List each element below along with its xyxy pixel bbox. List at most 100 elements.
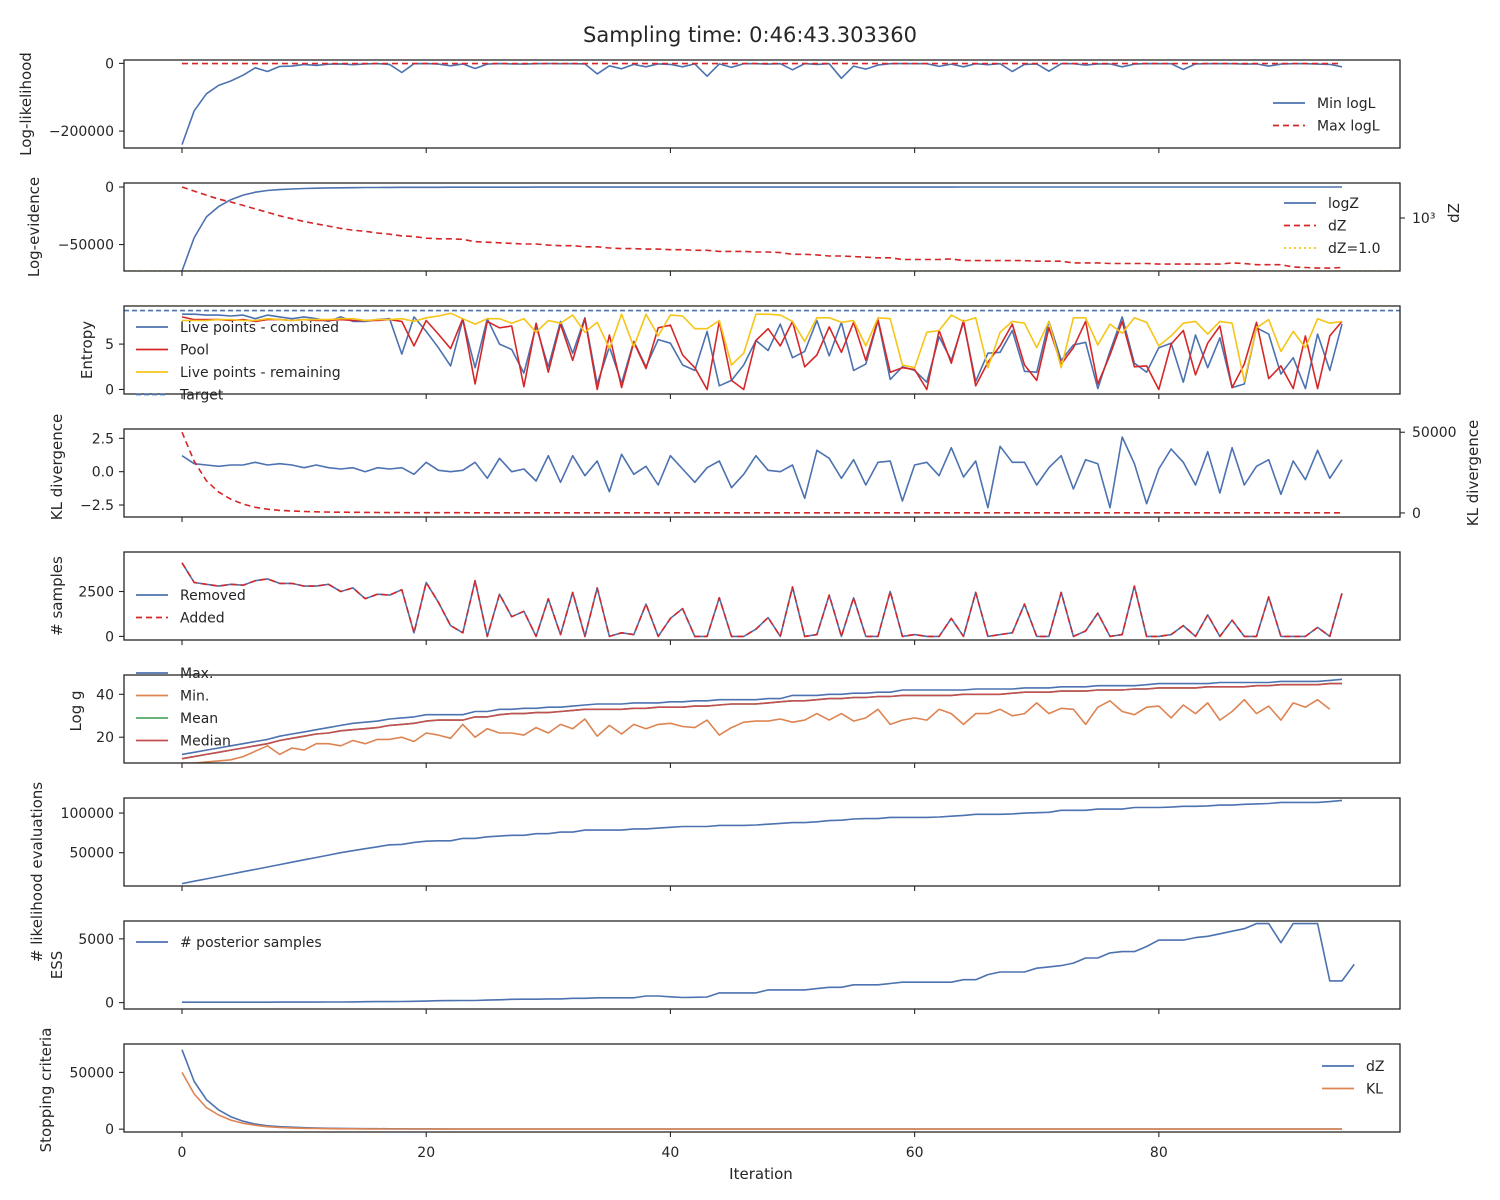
panel-frame: [123, 920, 1401, 1010]
legend-label: Max.: [180, 666, 213, 682]
series-line-kl-right-: [181, 431, 1342, 514]
figure-title: Sampling time: 0:46:43.303360: [583, 23, 917, 47]
y-tick-label: 40: [96, 687, 114, 703]
series-line-max-: [181, 678, 1343, 756]
x-tick-label: 80: [1150, 1145, 1168, 1161]
legend-label: dZ: [1366, 1059, 1384, 1075]
panel-2: 0 −50000 10³ Log-evidence dZ logZ dZ dZ=1.0: [25, 177, 1463, 277]
panel-9: 50000 0 Stopping criteria dZ KL: [37, 1028, 1401, 1153]
y-axis-label-right: dZ: [1445, 203, 1463, 223]
series-line-pool: [181, 316, 1343, 391]
panel-series-group: [181, 799, 1343, 885]
legend: dZ KL: [1322, 1059, 1384, 1098]
panel-frame: [123, 305, 1401, 395]
y-axis-label: # samples: [48, 556, 66, 636]
y-axis-label: KL divergence: [48, 414, 66, 520]
series-line-live-points-remaining: [182, 312, 1343, 383]
y-tick-label: 0: [105, 180, 114, 196]
legend: Removed Added: [136, 588, 246, 627]
x-tick-label: 60: [906, 1145, 924, 1161]
panel-series-group: [182, 922, 1355, 1003]
y-tick-label: −50000: [58, 238, 114, 254]
panel-7: 100000 50000 # likelihood evaluations: [28, 782, 1401, 962]
x-axis-label: Iteration: [729, 1165, 793, 1183]
legend-label: Added: [180, 611, 225, 627]
y-tick-label: 2500: [78, 585, 114, 601]
panel-frame: [123, 551, 1401, 641]
series-line-min-logl: [181, 62, 1343, 145]
series-line-removed: [181, 562, 1343, 638]
panels: 0 −200000 Log-likelihood Min logL Max logL 0 −…: [17, 52, 1482, 1152]
x-tick-label: 40: [662, 1145, 680, 1161]
x-tick-label: 20: [417, 1145, 435, 1161]
legend-label: Pool: [180, 343, 209, 359]
legend-label: Removed: [180, 588, 246, 604]
panel-frame: [123, 674, 1401, 764]
panel-8: 5000 0 ESS # posterior samples: [48, 920, 1401, 1014]
y-tick-label: 5: [105, 337, 114, 353]
y-axis-label: Log-likelihood: [17, 52, 35, 156]
series-line-min-: [182, 698, 1331, 763]
y-tick-label: 100000: [61, 806, 114, 822]
y-tick-label: 50000: [69, 1065, 114, 1081]
legend: # posterior samples: [136, 935, 322, 951]
legend-label: # posterior samples: [180, 935, 322, 951]
series-line--posterior-samples: [182, 922, 1355, 1003]
y-tick-label: 5000: [78, 932, 114, 948]
series-line-evaluations: [181, 799, 1343, 885]
panel-series-group: [181, 678, 1343, 763]
y-tick-label: −2.5: [80, 498, 114, 514]
series-line-dz: [181, 186, 1343, 269]
panel-frame: [123, 1043, 1401, 1133]
series-line-median: [181, 682, 1342, 760]
y-right-tick-label: 50000: [1412, 425, 1457, 441]
y-right-tick-label: 10³: [1412, 211, 1435, 227]
panel-6: 40 20 Log g Max. Min. Mean Median: [67, 666, 1401, 768]
x-tick-label: 0: [178, 1145, 187, 1161]
y-tick-label: 50000: [69, 846, 114, 862]
y-axis-label: # likelihood evaluations: [28, 782, 46, 962]
y-tick-label: 0: [105, 1122, 114, 1138]
series-line-dz: [181, 1049, 1342, 1130]
y-tick-label: 0: [105, 629, 114, 645]
series-line-kl: [181, 1072, 1342, 1130]
panel-series-group: [181, 62, 1343, 145]
legend-label: Median: [180, 734, 231, 750]
series-line-kl: [181, 436, 1343, 509]
y-tick-label: −200000: [49, 124, 114, 140]
panel-1: 0 −200000 Log-likelihood Min logL Max logL: [17, 52, 1401, 156]
legend-label: dZ=1.0: [1328, 241, 1380, 257]
y-axis-label: ESS: [48, 951, 66, 980]
y-tick-label: 0.0: [92, 465, 114, 481]
y-axis-label-right: KL divergence: [1464, 420, 1482, 526]
panel-5: 2500 0 # samples Removed Added: [48, 551, 1401, 645]
panel-frame: [123, 182, 1401, 272]
y-axis-label: Log g: [67, 690, 85, 731]
legend-label: Min.: [180, 689, 209, 705]
legend-label: KL: [1366, 1082, 1383, 1098]
legend: logZ dZ dZ=1.0: [1284, 196, 1380, 257]
panel-series-group: [124, 186, 1400, 271]
y-tick-label: 0: [105, 56, 114, 72]
y-axis-label: Entropy: [78, 321, 96, 379]
legend: Min logL Max logL: [1273, 96, 1380, 135]
y-axis-label: Stopping criteria: [37, 1028, 55, 1153]
legend-label: Live points - remaining: [180, 365, 341, 381]
legend-label: Live points - combined: [180, 320, 339, 336]
panel-4: 2.5 0.0 −2.5 50000 0 KL divergence KL divergen…: [48, 414, 1482, 526]
y-right-tick-label: 0: [1412, 506, 1421, 522]
y-tick-label: 20: [96, 730, 114, 746]
legend-label: Min logL: [1317, 96, 1376, 112]
panel-frame: [123, 59, 1401, 149]
legend-label: Target: [179, 388, 224, 404]
legend-label: Max logL: [1317, 119, 1380, 135]
panel-frame: [123, 797, 1401, 887]
panel-series-group: [181, 562, 1343, 638]
panel-series-group: [181, 1049, 1342, 1130]
y-tick-label: 0: [105, 382, 114, 398]
y-tick-label: 0: [105, 996, 114, 1012]
legend: Live points - combined Pool Live points - …: [136, 320, 341, 404]
